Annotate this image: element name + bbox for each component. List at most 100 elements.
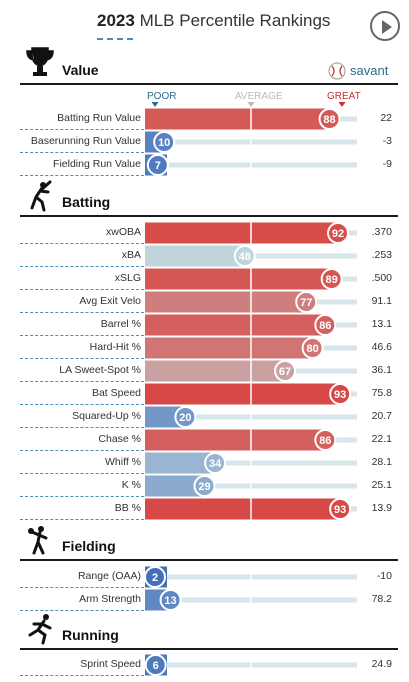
row-label: Batting Run Value bbox=[57, 112, 141, 124]
row-divider bbox=[20, 519, 144, 520]
scale-average-label: AVERAGE bbox=[235, 91, 283, 102]
percentile-label: 93 bbox=[334, 389, 346, 401]
percentile-label: 77 bbox=[300, 297, 312, 309]
percentile-badge bbox=[329, 498, 352, 520]
row-stat-value: 20.7 bbox=[371, 410, 392, 422]
row-label: K % bbox=[121, 479, 141, 491]
percentile-label: 89 bbox=[326, 274, 338, 286]
row-label: Fielding Run Value bbox=[53, 158, 141, 170]
row-divider bbox=[20, 496, 144, 497]
percentile-label: 7 bbox=[155, 160, 161, 172]
section-title-fielding: Fielding bbox=[62, 538, 116, 554]
bar bbox=[145, 498, 343, 520]
bar bbox=[145, 429, 328, 451]
scale-poor-marker bbox=[151, 102, 159, 107]
scale-average-marker bbox=[247, 102, 255, 107]
section-rule-batting bbox=[20, 215, 398, 217]
row-stat-value: 28.1 bbox=[371, 456, 392, 468]
percentile-badge bbox=[144, 654, 167, 676]
percentile-label: 86 bbox=[319, 435, 331, 447]
row-divider bbox=[20, 450, 144, 451]
scale-poor-label: POOR bbox=[147, 91, 177, 102]
percentile-label: 20 bbox=[179, 412, 191, 424]
row-label: Avg Exit Velo bbox=[79, 295, 141, 307]
title-text: MLB Percentile Rankings bbox=[139, 11, 331, 30]
percentile-badge bbox=[146, 154, 169, 176]
row-divider bbox=[20, 129, 144, 130]
bar bbox=[145, 452, 218, 474]
percentile-badge bbox=[295, 291, 318, 313]
row-label: Bat Speed bbox=[91, 387, 141, 399]
savant-text: savant bbox=[350, 63, 389, 78]
row-stat-value: 22.1 bbox=[371, 433, 392, 445]
row-label: Sprint Speed bbox=[80, 658, 141, 670]
bar bbox=[145, 337, 315, 359]
percentile-label: 48 bbox=[239, 251, 251, 263]
row-stat-value: 75.8 bbox=[371, 387, 392, 399]
bar bbox=[145, 475, 207, 497]
row-stat-value: 13.1 bbox=[371, 318, 392, 330]
section-title-value: Value bbox=[62, 62, 99, 78]
percentile-badge bbox=[327, 222, 350, 244]
percentile-label: 10 bbox=[158, 137, 170, 149]
percentile-badge bbox=[320, 268, 343, 290]
row-label: xSLG bbox=[114, 272, 141, 284]
row-stat-value: 78.2 bbox=[371, 593, 392, 605]
bar bbox=[145, 222, 341, 244]
percentile-label: 13 bbox=[164, 595, 176, 607]
row-divider bbox=[20, 335, 144, 336]
percentile-badge bbox=[144, 566, 166, 588]
row-divider bbox=[20, 312, 144, 313]
section-title-running: Running bbox=[62, 627, 119, 643]
row-label: xwOBA bbox=[105, 226, 141, 238]
row-stat-value: .370 bbox=[371, 226, 392, 238]
row-label: Range (OAA) bbox=[77, 570, 141, 582]
row-label: Arm Strength bbox=[79, 593, 141, 605]
percentile-label: 92 bbox=[332, 228, 344, 240]
row-divider bbox=[20, 266, 144, 267]
row-stat-value: -10 bbox=[376, 570, 392, 582]
row-stat-value: 36.1 bbox=[371, 364, 392, 376]
row-divider bbox=[20, 152, 144, 153]
percentile-badge bbox=[233, 245, 256, 267]
row-stat-value: -9 bbox=[382, 158, 392, 170]
percentile-badge bbox=[159, 589, 182, 611]
page-title: 2023 MLB Percentile Rankings bbox=[97, 11, 330, 31]
row-stat-value: 24.9 bbox=[371, 658, 392, 670]
row-label: Hard-Hit % bbox=[89, 341, 141, 353]
percentile-badge bbox=[174, 406, 197, 428]
row-stat-value: 13.9 bbox=[371, 502, 392, 514]
section-rule-value bbox=[20, 83, 398, 85]
percentile-label: 2 bbox=[152, 572, 158, 584]
savant-logo[interactable]: savant bbox=[328, 61, 398, 81]
bar bbox=[145, 291, 309, 313]
percentile-label: 93 bbox=[334, 504, 346, 516]
bar bbox=[145, 314, 328, 336]
scale-great-label: GREAT bbox=[327, 91, 361, 102]
bar bbox=[145, 268, 334, 290]
row-label: LA Sweet-Spot % bbox=[59, 364, 141, 376]
section-rule-fielding bbox=[20, 559, 398, 561]
title-underline bbox=[97, 38, 133, 40]
row-divider bbox=[20, 587, 144, 588]
percentile-badge bbox=[153, 131, 176, 153]
percentile-badge bbox=[318, 108, 341, 130]
row-stat-value: -3 bbox=[382, 135, 392, 147]
bar bbox=[145, 383, 343, 405]
row-stat-value: 91.1 bbox=[371, 295, 392, 307]
row-divider bbox=[20, 175, 144, 176]
play-button[interactable] bbox=[370, 11, 400, 41]
row-divider bbox=[20, 243, 144, 244]
percentile-label: 86 bbox=[319, 320, 331, 332]
percentile-badge bbox=[314, 429, 337, 451]
row-label: Whiff % bbox=[105, 456, 141, 468]
bar bbox=[145, 108, 332, 130]
baseball-icon bbox=[328, 62, 346, 80]
row-stat-value: .253 bbox=[371, 249, 392, 261]
row-stat-value: 22 bbox=[380, 112, 392, 124]
row-divider bbox=[20, 473, 144, 474]
scale-great-marker bbox=[338, 102, 346, 107]
percentile-badge bbox=[204, 452, 227, 474]
percentile-label: 67 bbox=[279, 366, 291, 378]
percentile-label: 80 bbox=[306, 343, 318, 355]
